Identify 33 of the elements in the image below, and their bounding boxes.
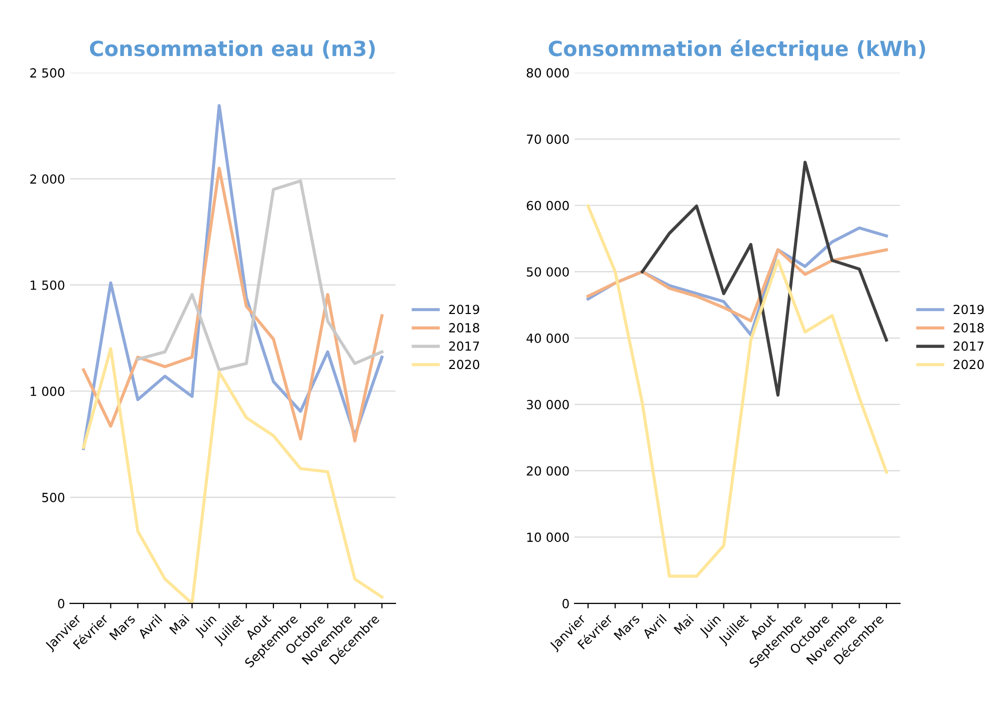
y-tick-label: 2 000 [30, 174, 64, 184]
legend-label: 2018 [954, 323, 984, 333]
y-tick-label: 70 000 [526, 134, 569, 144]
y-tick-label: 50 000 [526, 267, 569, 277]
x-tick-label: Mai [673, 614, 694, 635]
line-series [640, 160, 888, 397]
legend-label: 2020 [449, 360, 480, 370]
legend-label: 2020 [954, 360, 984, 370]
legend-label: 2017 [449, 341, 479, 351]
y-tick-label: 10 000 [527, 532, 569, 542]
chart-title: Consommation eau (m3) [90, 40, 375, 59]
line-series [82, 347, 384, 604]
legend-label: 2019 [954, 304, 984, 314]
y-tick-label: 0 [58, 598, 64, 608]
y-tick-label: 40 000 [526, 334, 569, 343]
x-tick-label: Mai [168, 614, 190, 635]
y-tick-label: 60 000 [526, 200, 569, 210]
line-series [586, 204, 888, 578]
chart-title: Consommation électrique (kWh) [548, 39, 926, 60]
y-tick-label: 20 000 [526, 466, 569, 476]
legend-label: 2018 [449, 323, 480, 333]
legend-label: 2019 [449, 304, 480, 314]
line-series [586, 248, 888, 322]
y-tick-label: 80 000 [526, 68, 569, 78]
y-tick-label: 1 500 [30, 280, 64, 290]
y-tick-label: 1 000 [30, 386, 64, 396]
legend-label: 2017 [954, 341, 984, 351]
y-tick-label: 30 000 [526, 400, 569, 410]
y-tick-label: 2 500 [30, 68, 64, 78]
y-tick-label: 500 [42, 492, 64, 502]
y-tick-label: 0 [562, 598, 569, 608]
line-series [82, 166, 384, 443]
line-series [136, 179, 384, 372]
